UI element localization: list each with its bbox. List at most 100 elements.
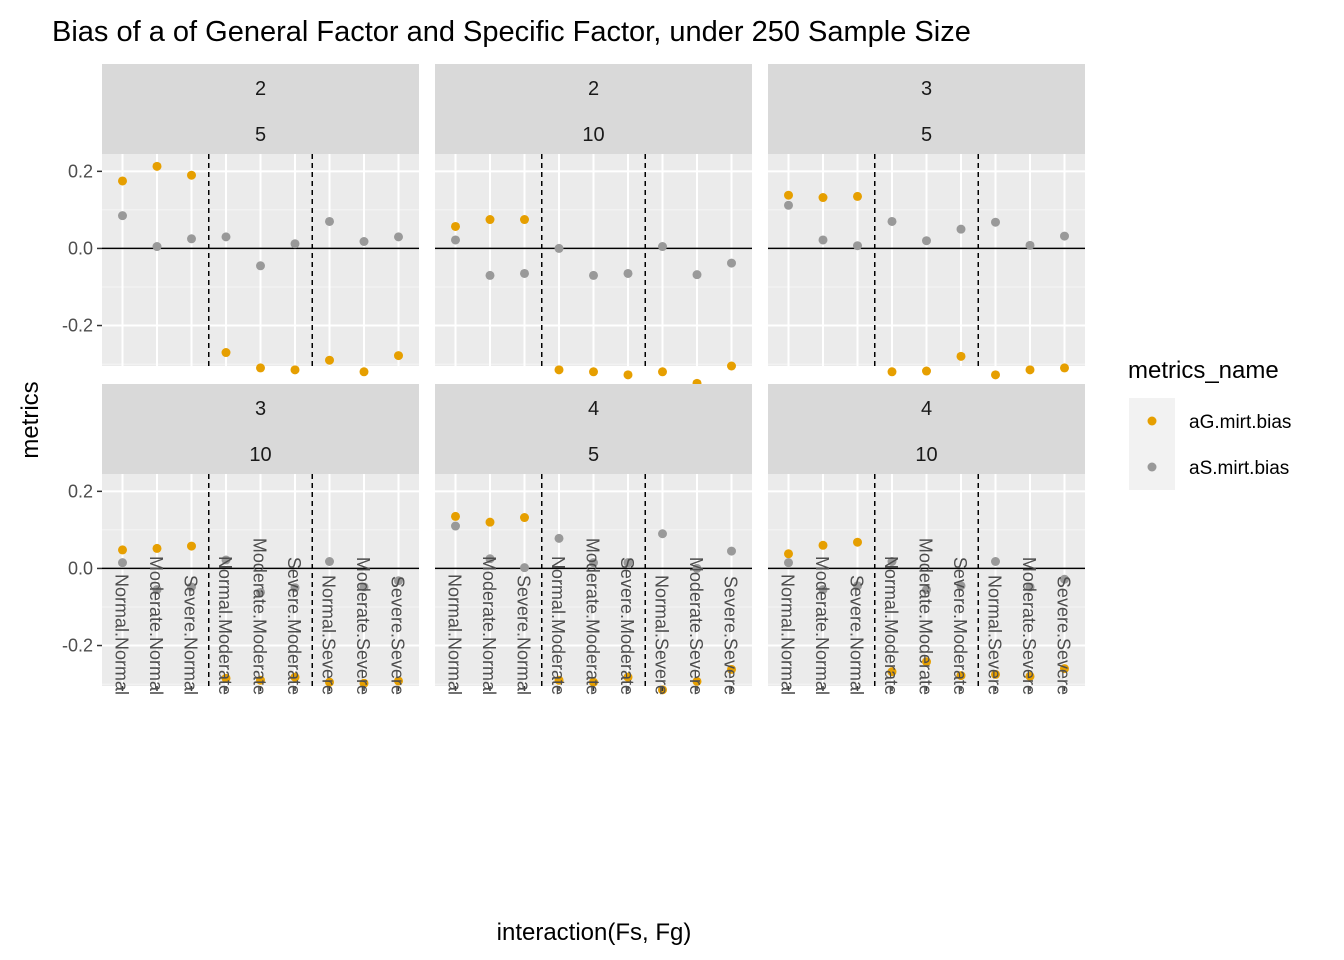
- data-point: [658, 242, 667, 252]
- legend: metrics_name aG.mirt.bias aS.mirt.bias: [1128, 357, 1291, 490]
- data-point: [187, 541, 196, 551]
- x-tick-label: Severe.Normal: [181, 575, 201, 695]
- x-tick-label: Normal.Severe: [319, 575, 339, 695]
- x-tick-label: Severe.Severe: [1054, 576, 1074, 695]
- data-point: [727, 258, 736, 268]
- x-tick-label: Moderate.Severe: [353, 557, 373, 695]
- x-tick-label: Moderate.Moderate: [583, 538, 603, 695]
- data-point: [325, 677, 334, 687]
- data-point: [187, 582, 196, 592]
- data-point: [187, 170, 196, 180]
- data-point: [658, 529, 667, 539]
- data-point: [152, 242, 162, 252]
- data-point: [256, 587, 265, 597]
- y-tick-label: 0.2: [68, 161, 93, 181]
- facet-strip: [435, 64, 752, 154]
- data-point: [394, 676, 403, 686]
- chart-title: Bias of a of General Factor and Specific…: [52, 16, 971, 48]
- data-point: [359, 367, 369, 377]
- data-point: [853, 241, 862, 251]
- data-point: [727, 361, 736, 371]
- data-point: [325, 355, 334, 365]
- facet-strip: [102, 64, 419, 154]
- data-point: [887, 556, 897, 566]
- data-point: [485, 517, 495, 527]
- data-point: [818, 193, 828, 203]
- data-point: [818, 585, 828, 595]
- data-point: [1060, 574, 1069, 584]
- data-point: [290, 672, 300, 682]
- data-point: [623, 268, 633, 278]
- data-point: [1060, 664, 1069, 674]
- facet-strip: [435, 384, 752, 474]
- data-point: [1025, 582, 1035, 592]
- y-tick-label: 0.0: [68, 238, 93, 258]
- data-point: [887, 367, 897, 377]
- x-tick-label: Moderate.Normal: [812, 556, 832, 695]
- x-tick-label: Moderate.Severe: [686, 557, 706, 695]
- data-point: [118, 545, 127, 555]
- data-point: [152, 161, 162, 171]
- data-point: [325, 556, 334, 566]
- data-point: [991, 217, 1000, 227]
- data-point: [290, 365, 300, 375]
- legend-entry-label: aG.mirt.bias: [1189, 412, 1291, 433]
- x-tick-label: Severe.Moderate: [617, 557, 637, 695]
- data-point: [256, 261, 265, 271]
- data-point: [991, 370, 1000, 380]
- y-tick-label: -0.2: [62, 316, 93, 336]
- y-tick-label: -0.2: [62, 636, 93, 656]
- data-point: [853, 581, 862, 591]
- y-tick-label: 0.2: [68, 481, 93, 501]
- data-point: [922, 366, 931, 376]
- data-point: [520, 513, 529, 523]
- y-tick-label: 0.0: [68, 558, 93, 578]
- x-tick-label: Normal.Severe: [985, 575, 1005, 695]
- facet-panel: 3 10 -0.2 0.0 0.2 Normal.Normal Moderate.Norma…: [62, 384, 419, 695]
- data-point: [554, 675, 564, 685]
- data-point: [991, 669, 1000, 679]
- facet-panel: 35: [768, 64, 1085, 380]
- data-point: [221, 232, 231, 242]
- data-point: [922, 657, 931, 667]
- data-point: [118, 176, 127, 186]
- x-tick-label: Severe.Severe: [388, 576, 408, 695]
- data-point: [589, 558, 598, 568]
- data-point: [325, 216, 334, 226]
- data-point: [394, 576, 403, 586]
- facet-panel: 2 10: [435, 64, 752, 388]
- data-point: [692, 270, 702, 280]
- data-point: [221, 555, 231, 565]
- data-point: [359, 678, 369, 688]
- facet-strip: [102, 384, 419, 474]
- data-point: [956, 224, 966, 234]
- legend-title: metrics_name: [1128, 357, 1279, 384]
- data-point: [290, 583, 300, 593]
- x-tick-label: Severe.Moderate: [950, 557, 970, 695]
- data-point: [554, 365, 564, 375]
- facet-strip-label: 10: [249, 444, 271, 466]
- data-point: [485, 554, 495, 564]
- data-point: [187, 234, 196, 244]
- data-point: [784, 549, 793, 559]
- facet-strip-label: 4: [921, 398, 932, 420]
- data-point: [956, 351, 966, 361]
- legend-entries: aG.mirt.bias aS.mirt.bias: [1129, 398, 1291, 490]
- data-point: [554, 243, 564, 253]
- data-point: [485, 215, 495, 225]
- data-point: [118, 558, 127, 568]
- x-tick-label: Normal.Moderate: [881, 556, 901, 695]
- data-point: [152, 543, 162, 553]
- data-point: [1025, 365, 1035, 375]
- data-point: [818, 235, 828, 245]
- x-tick-label: Normal.Normal: [112, 574, 132, 695]
- data-point: [922, 236, 931, 246]
- facet-strip-label: 2: [255, 78, 266, 100]
- facet-strip-label: 3: [255, 398, 266, 420]
- data-point: [991, 556, 1000, 566]
- facet-strip-label: 5: [588, 444, 599, 466]
- facet-panel: 4 10 Normal.Normal Moderate.Normal Severe.No…: [768, 384, 1085, 695]
- x-tick-label: Moderate.Moderate: [250, 538, 270, 695]
- data-point: [221, 673, 231, 683]
